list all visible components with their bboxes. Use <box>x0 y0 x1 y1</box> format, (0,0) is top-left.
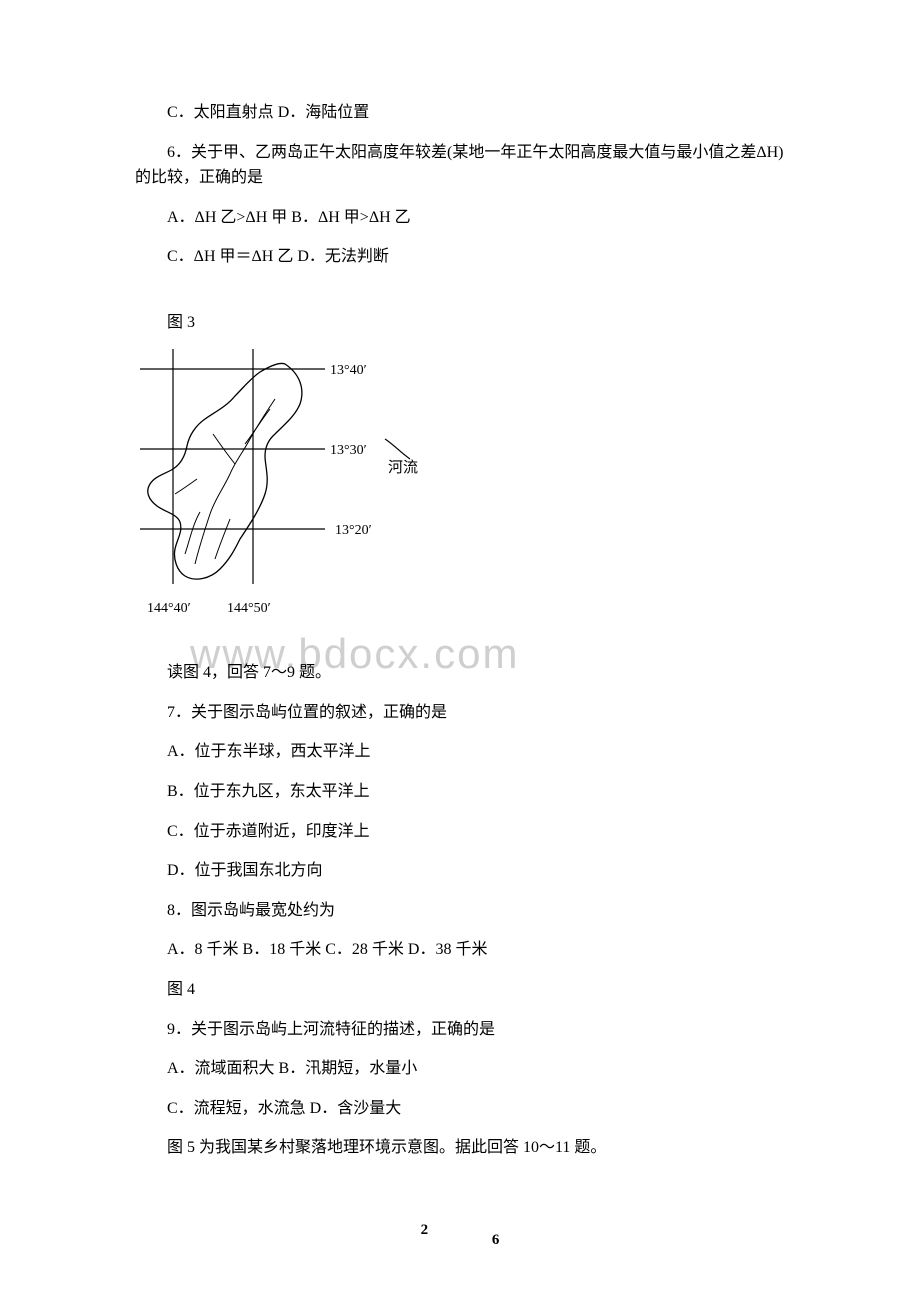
page-footer: 2 6 <box>0 1228 920 1252</box>
q7-opt-d: D．位于我国东北方向 <box>135 858 785 884</box>
q5-opt-c: C．太阳直射点 <box>167 104 274 121</box>
q9-opt-ab: A．流域面积大 B．汛期短，水量小 <box>135 1056 785 1082</box>
footer-page-6: 6 <box>492 1228 500 1252</box>
q5-options-cd: C．太阳直射点 D．海陆位置 <box>135 100 785 126</box>
figure4-label: 图 4 <box>135 977 785 1003</box>
q7-opt-b: B．位于东九区，东太平洋上 <box>135 779 785 805</box>
q6-opt-c: C．ΔH 甲＝ΔH 乙 <box>167 248 293 265</box>
q6-stem: 6．关于甲、乙两岛正午太阳高度年较差(某地一年正午太阳高度最大值与最小值之差ΔH… <box>135 140 785 191</box>
lat-top-label: 13°40′ <box>330 363 367 378</box>
river-label: 河流 <box>388 459 418 476</box>
q8-opts: A．8 千米 B．18 千米 C．28 千米 D．38 千米 <box>135 937 785 963</box>
q6-opt-d: D．无法判断 <box>297 248 389 265</box>
lat-mid-label: 13°30′ <box>330 443 367 458</box>
q7-opt-c: C．位于赤道附近，印度洋上 <box>135 819 785 845</box>
q6-opt-a: A．ΔH 乙>ΔH 甲 <box>167 209 287 226</box>
q7-stem: 7．关于图示岛屿位置的叙述，正确的是 <box>135 700 785 726</box>
q8-stem: 8．图示岛屿最宽处约为 <box>135 898 785 924</box>
q7-intro: 读图 4，回答 7～9 题。 <box>135 660 785 686</box>
lat-bot-label: 13°20′ <box>335 523 372 538</box>
q6-options-cd: C．ΔH 甲＝ΔH 乙 D．无法判断 <box>135 244 785 270</box>
q10-intro: 图 5 为我国某乡村聚落地理环境示意图。据此回答 10～11 题。 <box>135 1135 785 1161</box>
q9-opt-cd: C．流程短，水流急 D．含沙量大 <box>135 1096 785 1122</box>
lon-right-label: 144°50′ <box>227 601 271 616</box>
q6-options-ab: A．ΔH 乙>ΔH 甲 B．ΔH 甲>ΔH 乙 <box>135 205 785 231</box>
island-map-svg: 13°40′ 13°30′ 13°20′ 河流 144°40′ 144°50′ <box>135 344 425 644</box>
footer-page-2: 2 <box>421 1218 429 1242</box>
lon-left-label: 144°40′ <box>147 601 191 616</box>
figure3-label: 图 3 <box>135 310 785 336</box>
island-map-figure: 13°40′ 13°30′ 13°20′ 河流 144°40′ 144°50′ <box>135 344 785 653</box>
q7-opt-a: A．位于东半球，西太平洋上 <box>135 739 785 765</box>
q6-opt-b: B．ΔH 甲>ΔH 乙 <box>291 209 410 226</box>
q5-opt-d: D．海陆位置 <box>278 104 370 121</box>
page-content: C．太阳直射点 D．海陆位置 6．关于甲、乙两岛正午太阳高度年较差(某地一年正午… <box>135 100 785 1161</box>
q9-stem: 9．关于图示岛屿上河流特征的描述，正确的是 <box>135 1017 785 1043</box>
